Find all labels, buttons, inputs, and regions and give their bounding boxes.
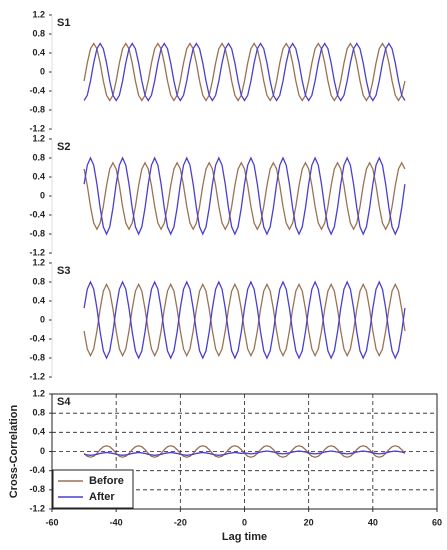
series-line [83, 42, 406, 102]
y-tick-label: 1.2 [32, 9, 45, 19]
plot-frame [51, 393, 438, 510]
legend-label: Before [89, 475, 124, 487]
panel-title: S4 [57, 396, 71, 408]
y-tick-label: 0.8 [32, 152, 45, 162]
series-line [83, 161, 406, 231]
series-line [83, 156, 406, 236]
y-tick-label: 0.4 [32, 47, 45, 57]
x-tick-label: 20 [304, 517, 314, 527]
y-tick-label: -0.8 [29, 352, 45, 362]
legend-label: After [89, 491, 115, 503]
y-tick-label: -0.4 [29, 209, 45, 219]
y-tick-label: -1.2 [29, 123, 45, 133]
y-tick-label: 0.4 [32, 427, 45, 437]
panel-title: S3 [57, 265, 70, 277]
y-tick-label: -0.8 [29, 484, 45, 494]
x-tick-label: -20 [174, 517, 187, 527]
y-tick-label: 1.2 [32, 257, 45, 267]
series-line [83, 42, 406, 102]
y-tick-label: 0 [40, 314, 45, 324]
x-tick-label: -60 [45, 517, 58, 527]
y-tick-label: 1.2 [32, 133, 45, 143]
y-tick-label: -1.2 [29, 503, 45, 513]
x-tick-label: -40 [110, 517, 123, 527]
y-tick-label: 0.4 [32, 295, 45, 305]
y-tick-label: 0 [40, 66, 45, 76]
y-tick-label: 0.8 [32, 28, 45, 38]
series-line [83, 282, 406, 358]
y-tick-label: 0 [40, 446, 45, 456]
y-tick-label: 0.4 [32, 171, 45, 181]
x-tick-label: 0 [242, 517, 247, 527]
x-axis-label: Lag time [222, 531, 267, 543]
x-tick-label: 40 [368, 517, 378, 527]
x-tick-label: 60 [432, 517, 442, 527]
panel-title: S2 [57, 141, 70, 153]
y-tick-label: -0.8 [29, 228, 45, 238]
series-line [83, 450, 406, 456]
y-tick-label: -1.2 [29, 371, 45, 381]
y-tick-label: 1.2 [32, 388, 45, 398]
y-tick-label: -0.4 [29, 333, 45, 343]
series-line [83, 280, 406, 360]
y-tick-label: -1.2 [29, 247, 45, 257]
y-tick-label: 0.8 [32, 276, 45, 286]
panel-title: S1 [57, 17, 70, 29]
y-tick-label: -0.4 [29, 465, 45, 475]
legend-box [52, 469, 134, 509]
y-axis-label: Cross-Correlation [8, 404, 20, 498]
y-tick-label: 0 [40, 190, 45, 200]
y-tick-label: -0.4 [29, 85, 45, 95]
y-tick-label: 0.8 [32, 408, 45, 418]
y-tick-label: -0.8 [29, 104, 45, 114]
